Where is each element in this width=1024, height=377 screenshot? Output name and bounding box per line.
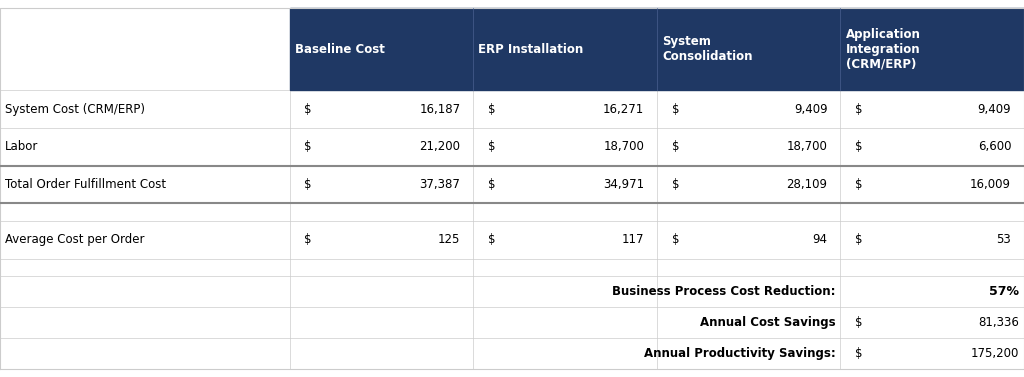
Text: $: $ <box>672 103 679 116</box>
Text: $: $ <box>304 103 312 116</box>
Text: $: $ <box>855 103 862 116</box>
Text: $: $ <box>304 178 312 191</box>
Text: $: $ <box>672 178 679 191</box>
Text: 53: 53 <box>996 233 1011 246</box>
Text: 81,336: 81,336 <box>978 316 1019 329</box>
Text: 9,409: 9,409 <box>978 103 1011 116</box>
Text: $: $ <box>488 140 496 153</box>
Text: $: $ <box>855 233 862 246</box>
Text: 21,200: 21,200 <box>420 140 461 153</box>
Text: Annual Productivity Savings:: Annual Productivity Savings: <box>643 348 836 360</box>
Text: System
Consolidation: System Consolidation <box>662 35 753 63</box>
Text: 6,600: 6,600 <box>978 140 1011 153</box>
Text: Average Cost per Order: Average Cost per Order <box>5 233 144 246</box>
Text: $: $ <box>855 348 862 360</box>
Text: Application
Integration
(CRM/ERP): Application Integration (CRM/ERP) <box>846 28 921 70</box>
Text: Business Process Cost Reduction:: Business Process Cost Reduction: <box>611 285 836 299</box>
Text: Annual Cost Savings: Annual Cost Savings <box>699 316 836 329</box>
Text: 18,700: 18,700 <box>786 140 827 153</box>
Text: 16,187: 16,187 <box>420 103 461 116</box>
Text: 18,700: 18,700 <box>603 140 644 153</box>
Text: Monthly Cost: Monthly Cost <box>5 65 87 78</box>
Text: 94: 94 <box>813 233 827 246</box>
Text: 16,271: 16,271 <box>603 103 644 116</box>
Bar <box>290 8 1024 90</box>
Text: 16,009: 16,009 <box>970 178 1011 191</box>
Text: $: $ <box>672 233 679 246</box>
Text: Baseline Cost: Baseline Cost <box>295 43 385 55</box>
Text: $: $ <box>855 178 862 191</box>
Text: 117: 117 <box>622 233 644 246</box>
Text: $: $ <box>855 140 862 153</box>
Text: Total Order Fulfillment Cost: Total Order Fulfillment Cost <box>5 178 166 191</box>
Text: $: $ <box>488 233 496 246</box>
Text: 34,971: 34,971 <box>603 178 644 191</box>
Text: Labor: Labor <box>5 140 39 153</box>
Text: 28,109: 28,109 <box>786 178 827 191</box>
Text: 9,409: 9,409 <box>794 103 827 116</box>
Text: $: $ <box>855 316 862 329</box>
Text: 57%: 57% <box>989 285 1019 299</box>
Text: $: $ <box>304 233 312 246</box>
Text: $: $ <box>672 140 679 153</box>
Text: System Cost (CRM/ERP): System Cost (CRM/ERP) <box>5 103 145 116</box>
Text: 175,200: 175,200 <box>971 348 1019 360</box>
Text: 37,387: 37,387 <box>420 178 461 191</box>
Text: $: $ <box>488 103 496 116</box>
Text: $: $ <box>304 140 312 153</box>
Text: $: $ <box>488 178 496 191</box>
Text: 125: 125 <box>438 233 461 246</box>
Text: ERP Installation: ERP Installation <box>478 43 584 55</box>
